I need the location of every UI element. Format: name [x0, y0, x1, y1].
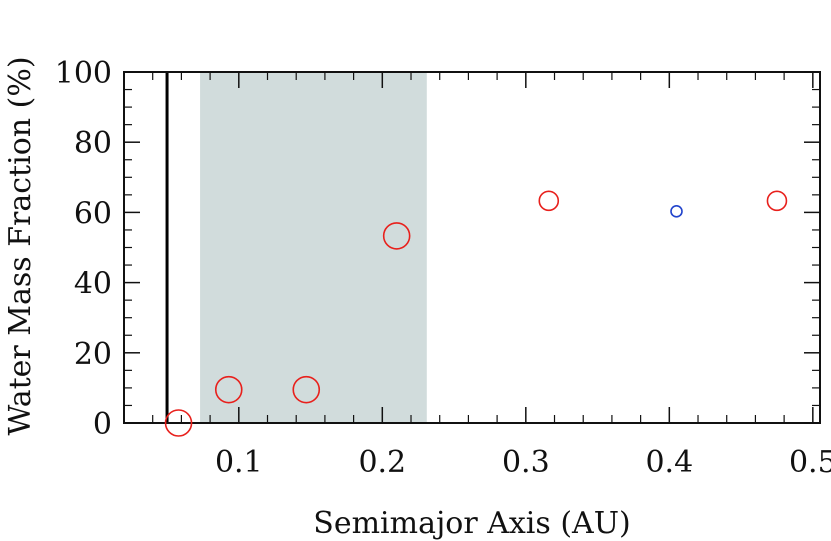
y-tick-label: 80 [74, 126, 112, 161]
shaded-region [200, 72, 427, 423]
data-point [292, 375, 321, 404]
y-axis-title: Water Mass Fraction (%) [3, 56, 38, 435]
x-tick-label: 0.3 [502, 445, 550, 480]
data-point [670, 205, 683, 218]
data-point [766, 190, 788, 212]
x-tick-label: 0.1 [215, 445, 263, 480]
data-point [214, 375, 243, 404]
x-axis-title: Semimajor Axis (AU) [313, 506, 630, 541]
x-tick-label: 0.2 [358, 445, 406, 480]
x-tick-label: 0.5 [789, 445, 831, 480]
data-point [164, 409, 193, 437]
y-tick-label: 100 [55, 56, 112, 91]
x-tick-label: 0.4 [645, 445, 693, 480]
y-tick-label: 20 [74, 337, 112, 372]
y-tick-label: 40 [74, 267, 112, 302]
y-tick-label: 0 [93, 407, 112, 442]
plot-area: 0 20 40 60 80 100 0.1 0.2 0.3 0.4 0.5 [55, 56, 831, 480]
data-point [538, 190, 560, 212]
data-point [382, 222, 411, 250]
y-tick-label: 60 [74, 196, 112, 231]
